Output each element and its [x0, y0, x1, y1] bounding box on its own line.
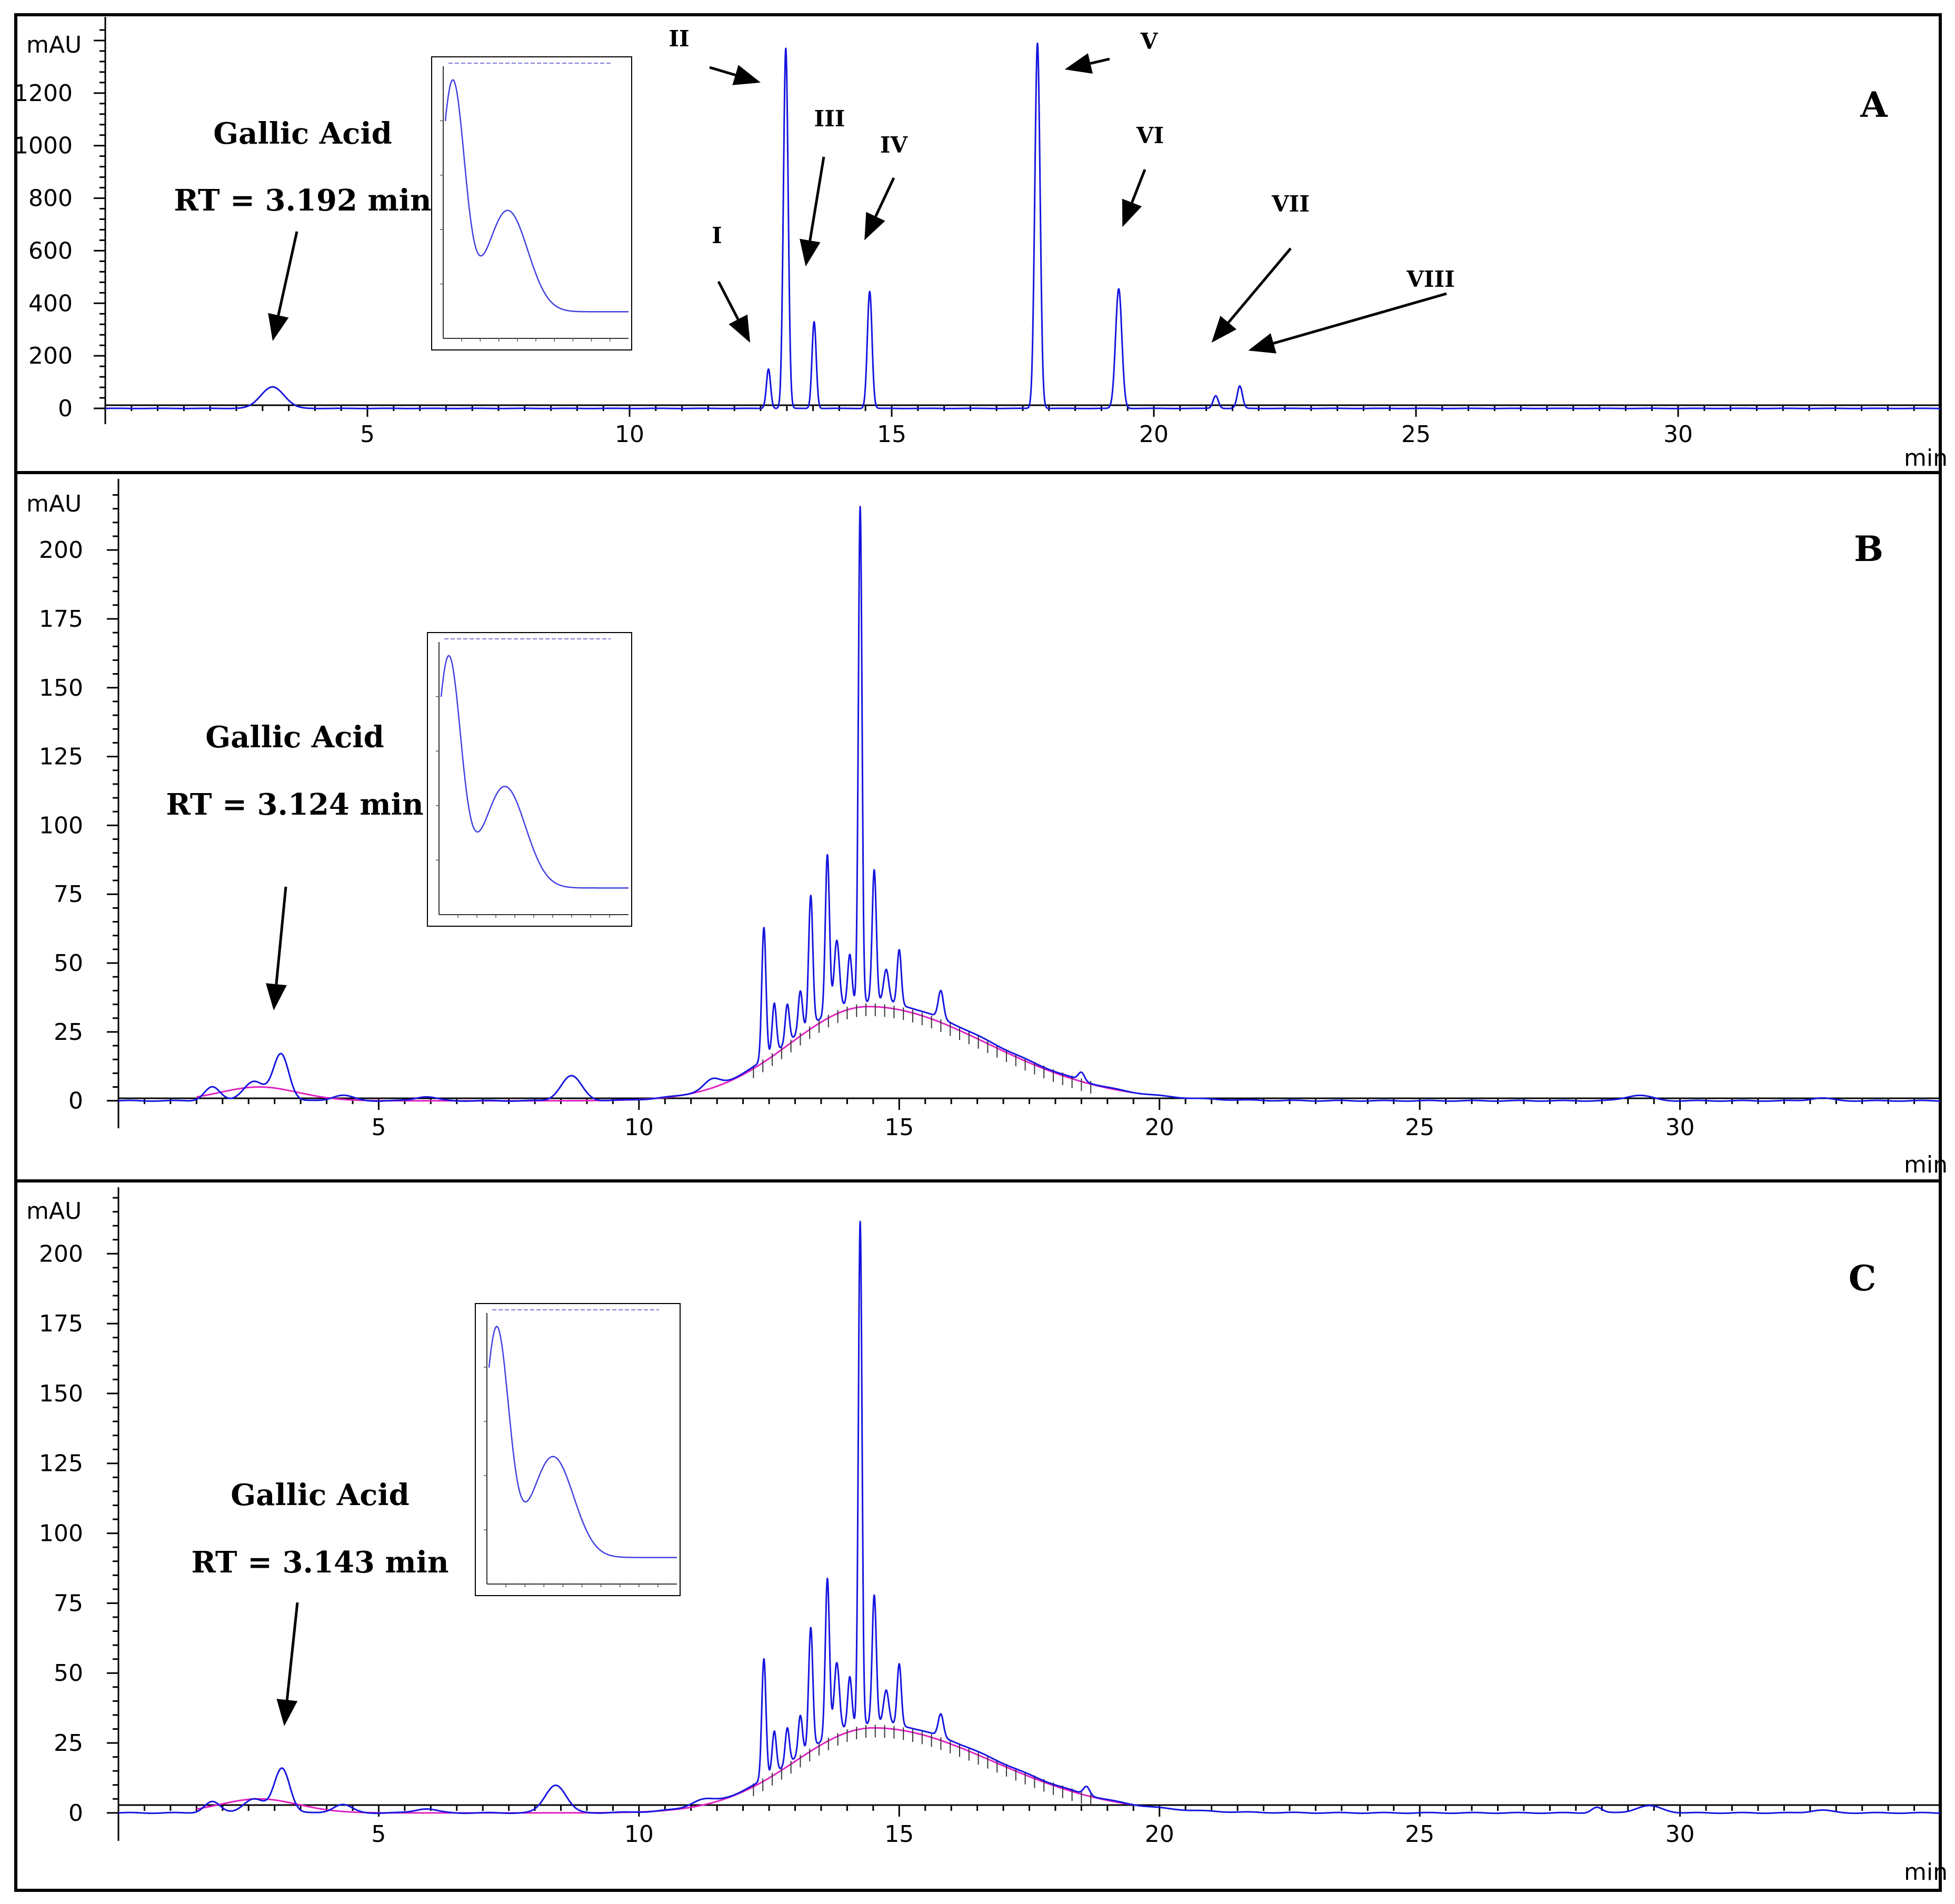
panel-A-x-tick-label: 30 [1663, 421, 1693, 448]
panel-A-compound-label: Gallic Acid [213, 116, 392, 151]
peak-arrow-v [1064, 53, 1110, 74]
panel-A-gallic-arrow [268, 231, 298, 341]
panel-B-label: B [1854, 528, 1883, 569]
panel-B-y-tick-label: 50 [54, 950, 83, 977]
panel-A-inset-spectrum [431, 56, 632, 350]
panel-A-x-tick-label: 5 [360, 421, 375, 448]
panel-A-y-unit: mAU [26, 32, 82, 58]
panel-C-y-unit: mAU [26, 1198, 82, 1225]
panel-B-baseline [196, 1006, 1131, 1102]
panel-C-rt-label: RT = 3.143 min [191, 1545, 448, 1580]
panel-C-x-tick-label: 15 [884, 1821, 914, 1848]
panel-C-x-tick-label: 10 [624, 1821, 654, 1848]
panel-A-rt-label: RT = 3.192 min [174, 183, 431, 218]
panel-A-frame [14, 13, 1942, 474]
panel-C-x-unit: min [1904, 1859, 1948, 1886]
panel-B-y-tick-label: 25 [54, 1019, 83, 1046]
panel-B-y-tick-label: 100 [39, 812, 83, 839]
peak-arrow-iv [864, 177, 895, 240]
panel-A-y-tick-label: 600 [28, 237, 73, 264]
panel-A-y-tick-label: 200 [28, 343, 73, 369]
panel-B-gallic-arrow [265, 886, 287, 1010]
panel-C-gallic-arrow [276, 1602, 299, 1726]
panel-B-y-tick-label: 75 [54, 881, 83, 908]
panel-B-y-unit: mAU [26, 490, 82, 517]
panel-C-y-tick-label: 25 [54, 1730, 83, 1757]
panel-A-x-tick-label: 15 [877, 421, 906, 448]
panel-A-inset-spectrum-spectrum [444, 79, 629, 313]
panel-A-y-tick-label: 0 [58, 395, 73, 422]
panel-B-y-tick-label: 200 [39, 537, 83, 564]
panel-C-y-tick-label: 200 [39, 1240, 83, 1267]
peak-arrow-iii [800, 156, 825, 267]
peak-label-iii: III [814, 106, 845, 132]
peak-label-ii: II [669, 26, 689, 52]
panel-B-compound-label: Gallic Acid [205, 720, 384, 755]
panel-B-y-tick-label: 150 [39, 675, 83, 702]
peak-label-vi: VI [1136, 123, 1164, 148]
panel-C-frame [14, 1179, 1942, 1892]
panel-C-inset-spectrum [475, 1303, 681, 1596]
panel-A-x-tick-label: 20 [1139, 421, 1169, 448]
peak-arrow-vii [1211, 247, 1292, 343]
panel-C-y-tick-label: 75 [54, 1590, 83, 1617]
panel-B-x-tick-label: 20 [1145, 1114, 1174, 1141]
panel-B-rt-label: RT = 3.124 min [166, 787, 423, 822]
panel-C-y-tick-label: 100 [39, 1520, 83, 1547]
panel-A-x-tick-label: 10 [615, 421, 644, 448]
panel-C-inset-spectrum-spectrum [488, 1326, 677, 1558]
panel-B-x-tick-label: 25 [1405, 1114, 1434, 1141]
panel-C-y-tick-label: 175 [39, 1310, 83, 1337]
panel-C-chromatogram [118, 1220, 1941, 1815]
peak-label-iv: IV [880, 132, 909, 158]
panel-A-label: A [1860, 84, 1888, 125]
panel-C-x-tick-label: 5 [371, 1821, 386, 1848]
panel-B-y-tick-label: 125 [39, 744, 83, 770]
panel-C-x-tick-label: 25 [1405, 1821, 1434, 1848]
panel-C-y-tick-label: 125 [39, 1450, 83, 1477]
panel-B-x-tick-label: 5 [371, 1114, 386, 1141]
peak-label-v: V [1140, 28, 1159, 54]
peak-arrow-viii [1248, 292, 1447, 354]
panel-B-inset-spectrum [427, 632, 632, 927]
panel-A-x-unit: min [1904, 445, 1948, 472]
panel-A-y-tick-label: 1000 [14, 133, 73, 159]
panel-B-chromatogram [118, 506, 1941, 1102]
peak-label-viii: VIII [1406, 266, 1455, 292]
panel-A-y-tick-label: 400 [28, 290, 73, 317]
peak-arrow-vi [1122, 169, 1146, 227]
panel-A-y-tick-label: 800 [28, 185, 73, 212]
peak-arrow-i [717, 280, 751, 343]
peak-label-i: I [712, 223, 722, 248]
panel-B-frame [14, 471, 1942, 1183]
panel-C-x-tick-label: 30 [1665, 1821, 1695, 1848]
panel-C-label: C [1849, 1258, 1877, 1299]
peak-arrow-ii [709, 65, 761, 85]
panel-B-x-tick-label: 15 [884, 1114, 914, 1141]
panel-C-y-tick-label: 0 [68, 1800, 83, 1827]
panel-B-x-tick-label: 30 [1665, 1114, 1695, 1141]
panel-B-y-tick-label: 175 [39, 606, 83, 633]
panel-C-x-tick-label: 20 [1145, 1821, 1174, 1848]
panel-C-compound-label: Gallic Acid [231, 1478, 410, 1512]
peak-label-vii: VII [1271, 191, 1310, 217]
panel-B-x-unit: min [1904, 1151, 1948, 1178]
panel-C-baseline [196, 1727, 1131, 1814]
panel-B-y-tick-label: 0 [68, 1088, 83, 1115]
panel-B-x-tick-label: 10 [624, 1114, 654, 1141]
panel-C-y-tick-label: 50 [54, 1660, 83, 1687]
panel-A-chromatogram [105, 42, 1941, 409]
panel-C-y-tick-label: 150 [39, 1380, 83, 1407]
panel-A-x-tick-label: 25 [1401, 421, 1431, 448]
panel-B-inset-spectrum-spectrum [440, 655, 629, 889]
panel-A-y-tick-label: 1200 [14, 80, 73, 107]
